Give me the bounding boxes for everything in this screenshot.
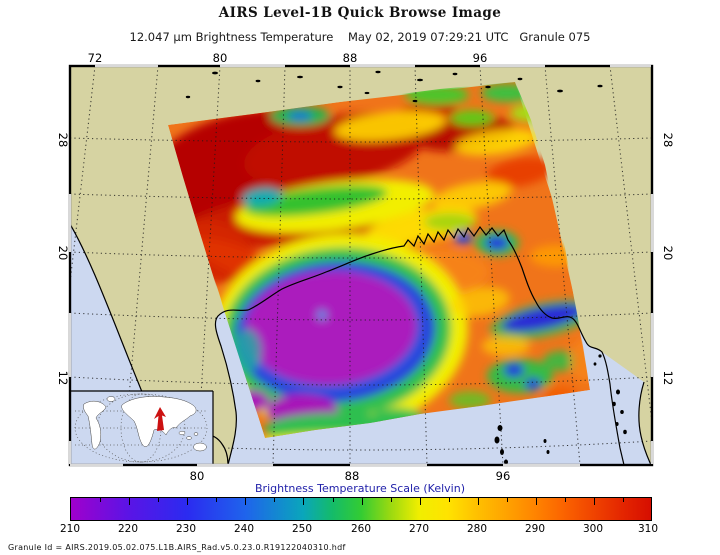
colorbar-tick-240: 240 xyxy=(233,523,255,535)
colorbar-tick-280: 280 xyxy=(466,523,488,535)
lon-label-bottom-96: 96 xyxy=(496,469,511,483)
colorbar xyxy=(70,497,652,521)
lon-label-top-96: 96 xyxy=(473,51,488,65)
colorbar-tick-250: 250 xyxy=(291,523,313,535)
lat-label-left-12: 12 xyxy=(56,371,70,386)
colorbar-tick-290: 290 xyxy=(524,523,546,535)
graticule xyxy=(71,67,651,464)
colorbar-tick-260: 260 xyxy=(350,523,372,535)
lon-label-top-80: 80 xyxy=(213,51,228,65)
lon-label-top-72: 72 xyxy=(88,51,103,65)
colorbar-tick-310: 310 xyxy=(637,523,659,535)
colorbar-tick-220: 220 xyxy=(117,523,139,535)
lat-label-left-28: 28 xyxy=(56,133,70,148)
colorbar-tick-210: 210 xyxy=(59,523,81,535)
page-subtitle: 12.047 μm Brightness Temperature May 02,… xyxy=(129,30,591,44)
cyclone-eye xyxy=(317,310,327,320)
lat-label-right-12: 12 xyxy=(661,371,675,386)
lon-label-bottom-88: 88 xyxy=(345,469,360,483)
colorbar-title: Brightness Temperature Scale (Kelvin) xyxy=(255,482,465,495)
colorbar-tick-230: 230 xyxy=(175,523,197,535)
lat-label-right-20: 20 xyxy=(661,246,675,261)
colorbar-tick-270: 270 xyxy=(408,523,430,535)
granule-id: Granule Id = AIRS.2019.05.02.075.L1B.AIR… xyxy=(8,543,346,552)
axis-labels: 72 80 88 96 80 88 96 28 20 12 28 20 12 xyxy=(56,51,675,483)
satellite-swath xyxy=(168,82,590,438)
location-arrow-icon xyxy=(154,407,166,431)
colorbar-tick-300: 300 xyxy=(582,523,604,535)
cyclone-cold-core xyxy=(245,270,417,386)
map-frame-light-segments xyxy=(68,64,654,467)
page-title: AIRS Level-1B Quick Browse Image xyxy=(218,5,502,21)
world-inset-map xyxy=(71,390,214,464)
lon-label-top-88: 88 xyxy=(343,51,358,65)
lon-label-bottom-80: 80 xyxy=(190,469,205,483)
lat-label-left-20: 20 xyxy=(56,246,70,261)
island-specks xyxy=(185,70,627,464)
lat-label-right-28: 28 xyxy=(661,133,675,148)
